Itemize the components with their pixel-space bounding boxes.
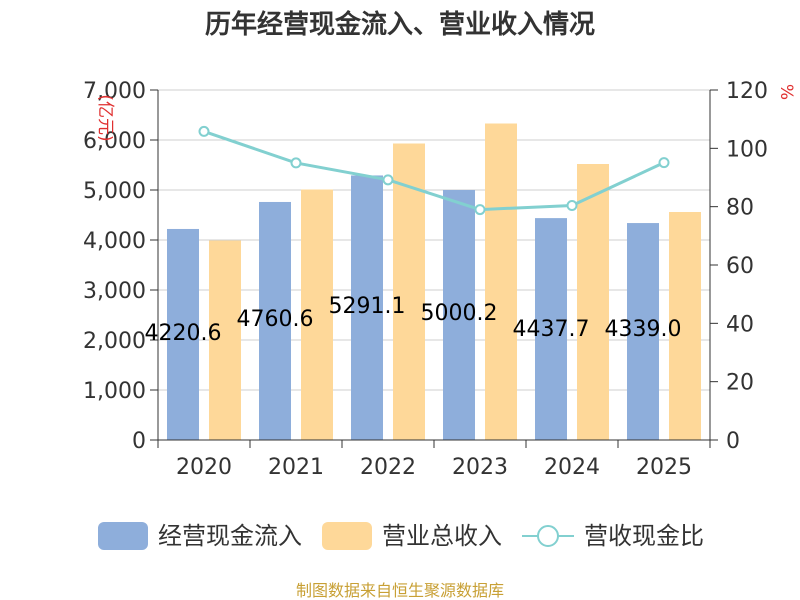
data-label: 4760.6 bbox=[237, 307, 314, 332]
x-axis-ticks: 2020 2021 2022 2023 2024 2025 bbox=[157, 440, 711, 480]
ratio-point bbox=[290, 157, 302, 169]
legend-marker-ratio bbox=[537, 525, 559, 547]
x-tick-label: 2025 bbox=[636, 455, 692, 480]
x-tick-label: 2020 bbox=[176, 455, 232, 480]
right-tick-label: 20 bbox=[726, 371, 754, 396]
legend-label-ratio: 营收现金比 bbox=[584, 522, 704, 550]
data-label: 4220.6 bbox=[145, 321, 222, 346]
bar-cash-inflow bbox=[259, 201, 291, 440]
ratio-point bbox=[658, 157, 670, 169]
legend-swatch-revenue bbox=[322, 522, 372, 550]
bar-cash-inflow bbox=[443, 189, 475, 440]
left-tick-label: 6,000 bbox=[83, 129, 146, 154]
bar-revenue bbox=[669, 212, 701, 440]
left-tick-label: 1,000 bbox=[83, 379, 146, 404]
right-tick-label: 100 bbox=[726, 137, 768, 162]
legend: 经营现金流入 营业总收入 营收现金比 bbox=[98, 522, 704, 550]
ratio-series-line bbox=[203, 129, 665, 212]
ratio-point bbox=[382, 174, 394, 186]
left-tick-label: 3,000 bbox=[83, 279, 146, 304]
bar-cash-inflow bbox=[167, 228, 199, 440]
right-axis-ticks: 0 20 40 60 80 100 120 bbox=[710, 79, 768, 454]
bar-revenue bbox=[485, 123, 517, 440]
x-tick-label: 2024 bbox=[544, 455, 600, 480]
left-tick-label: 4,000 bbox=[83, 229, 146, 254]
left-tick-label: 0 bbox=[132, 429, 146, 454]
right-tick-label: 80 bbox=[726, 196, 754, 221]
gridlines bbox=[158, 89, 710, 391]
ratio-point bbox=[474, 204, 486, 216]
left-axis-label: (亿元) bbox=[95, 94, 115, 141]
legend-label-cash-inflow: 经营现金流入 bbox=[158, 522, 302, 550]
right-tick-label: 0 bbox=[726, 429, 740, 454]
right-axis-label: % bbox=[776, 84, 796, 100]
data-label: 4437.7 bbox=[513, 317, 590, 342]
x-tick-label: 2023 bbox=[452, 455, 508, 480]
ratio-point bbox=[198, 125, 210, 137]
right-tick-label: 120 bbox=[726, 79, 768, 104]
bars bbox=[167, 123, 701, 440]
left-tick-label: 7,000 bbox=[83, 79, 146, 104]
data-label: 5000.2 bbox=[421, 301, 498, 326]
source-note: 制图数据来自恒生聚源数据库 bbox=[296, 581, 504, 600]
bar-revenue bbox=[393, 143, 425, 440]
left-tick-label: 2,000 bbox=[83, 329, 146, 354]
left-axis-ticks: 0 1,000 2,000 3,000 4,000 5,000 6,000 7,000 bbox=[83, 79, 158, 454]
left-tick-label: 5,000 bbox=[83, 179, 146, 204]
data-label: 4339.0 bbox=[605, 317, 682, 342]
x-tick-label: 2022 bbox=[360, 455, 416, 480]
data-label: 5291.1 bbox=[329, 294, 406, 319]
bar-cash-inflow bbox=[351, 175, 383, 440]
bar-cash-inflow bbox=[535, 218, 567, 440]
ratio-point bbox=[566, 200, 578, 211]
bar-revenue bbox=[209, 240, 241, 440]
right-tick-label: 40 bbox=[726, 312, 754, 337]
chart-title: 历年经营现金流入、营业收入情况 bbox=[205, 9, 595, 40]
bar-revenue bbox=[577, 164, 609, 440]
bar-cash-inflow bbox=[627, 223, 659, 440]
ratio-line bbox=[198, 125, 670, 216]
x-tick-label: 2021 bbox=[268, 455, 324, 480]
legend-swatch-cash-inflow bbox=[98, 522, 148, 550]
legend-label-revenue: 营业总收入 bbox=[382, 522, 502, 550]
bar-revenue bbox=[301, 189, 333, 440]
data-labels: 4220.6 4760.6 5291.1 5000.2 4437.7 4339.0 bbox=[145, 294, 682, 346]
right-tick-label: 60 bbox=[726, 254, 754, 279]
